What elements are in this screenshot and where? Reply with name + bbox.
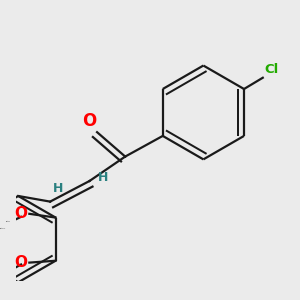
Text: O: O [82,112,97,130]
Text: O: O [14,206,28,221]
Text: O: O [14,255,28,270]
Text: H: H [98,171,108,184]
Text: Cl: Cl [265,63,279,76]
Text: methoxy: methoxy [0,228,6,229]
Text: methyl: methyl [6,221,11,222]
Text: H: H [52,182,63,195]
